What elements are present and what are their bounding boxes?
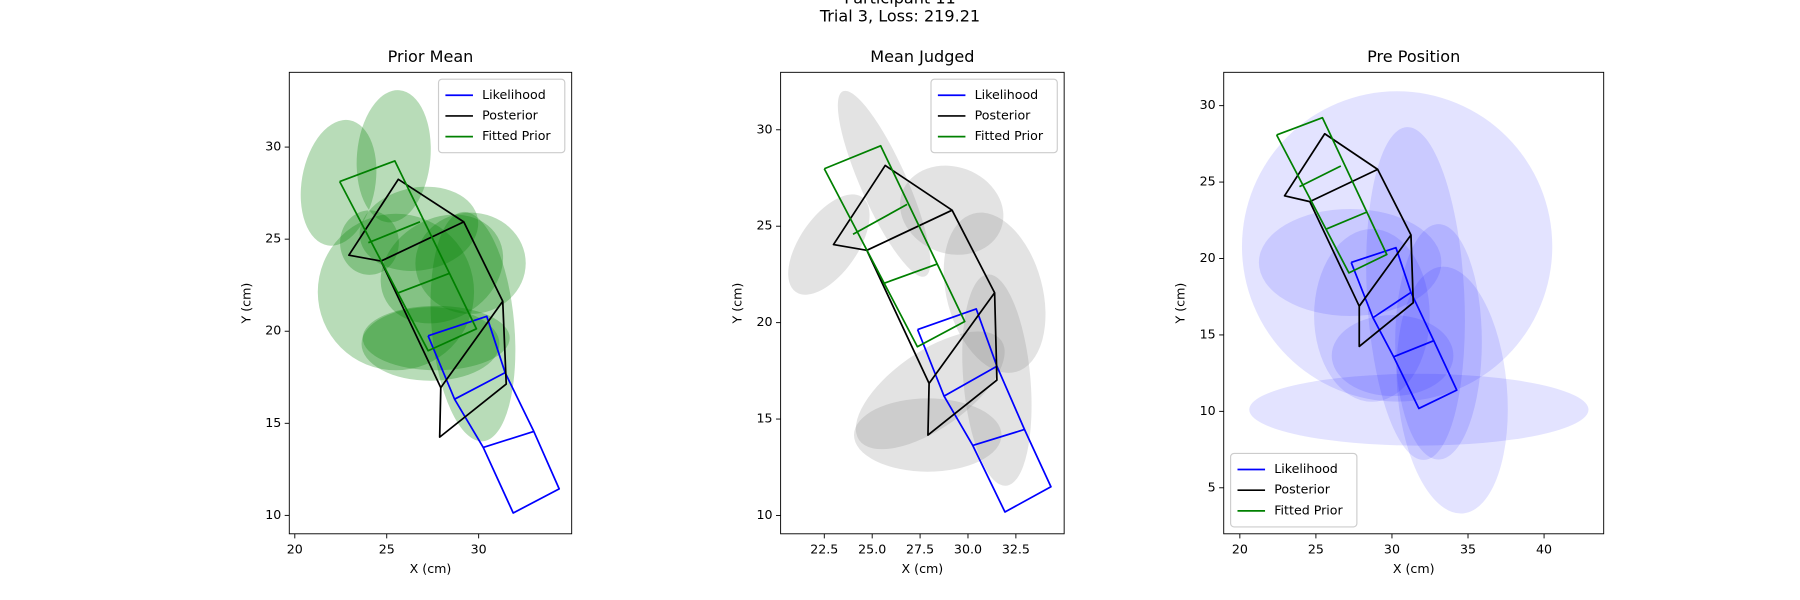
ellipse xyxy=(380,214,504,324)
legend-frame xyxy=(930,78,1058,154)
ellipse xyxy=(430,211,516,442)
axes-title: Mean Judged xyxy=(870,47,974,66)
legend-label: Likelihood xyxy=(1274,461,1338,476)
x-tick-label: 22.5 xyxy=(810,541,838,556)
y-tick-label: 20 xyxy=(1200,250,1216,265)
ellipse xyxy=(1366,127,1465,460)
y-tick-label: 25 xyxy=(1200,174,1216,189)
x-axis-label: X (cm) xyxy=(1393,561,1435,576)
y-tick-label: 15 xyxy=(757,411,773,426)
x-tick-label: 20 xyxy=(287,541,303,556)
ellipse xyxy=(1249,373,1589,446)
series-line xyxy=(832,164,998,436)
x-axis-label: X (cm) xyxy=(410,561,452,576)
y-axis-label: Y (cm) xyxy=(1173,283,1188,325)
legend-frame xyxy=(1230,452,1358,528)
y-tick-label: 10 xyxy=(265,507,281,522)
legend-label: Likelihood xyxy=(482,87,546,102)
axes-title: Prior Mean xyxy=(388,47,474,66)
x-tick-label: 25 xyxy=(379,541,395,556)
y-axis-label: Y (cm) xyxy=(238,283,253,325)
y-tick-label: 15 xyxy=(1200,326,1216,341)
ellipse xyxy=(415,212,526,314)
y-tick-label: 20 xyxy=(757,314,773,329)
series-line xyxy=(823,144,966,348)
y-tick-label: 5 xyxy=(1208,479,1216,494)
ellipse xyxy=(837,90,931,277)
ellipse xyxy=(1258,208,1442,316)
axes-title: Pre Position xyxy=(1367,47,1460,66)
plot-area xyxy=(300,90,561,514)
x-tick-label: 30.0 xyxy=(954,541,982,556)
ellipse xyxy=(361,307,500,381)
ellipse xyxy=(855,331,1005,450)
y-tick-label: 30 xyxy=(265,139,281,154)
legend-label: Fitted Prior xyxy=(1274,502,1343,517)
x-tick-label: 32.5 xyxy=(1002,541,1030,556)
x-tick-label: 30 xyxy=(1384,541,1400,556)
figure-title: Participant 11 xyxy=(844,0,956,7)
y-tick-label: 25 xyxy=(757,218,773,233)
ellipse xyxy=(359,186,479,271)
y-tick-label: 30 xyxy=(757,121,773,136)
legend-label: Posterior xyxy=(482,107,539,122)
legend-frame xyxy=(437,78,566,154)
series-line xyxy=(347,178,508,438)
x-tick-label: 25 xyxy=(1308,541,1324,556)
y-tick-label: 30 xyxy=(1200,97,1216,112)
plot-area xyxy=(1241,91,1589,514)
axes-frame xyxy=(780,71,1065,535)
legend: Likelihood Posterior Fitted Prior xyxy=(437,78,566,154)
axes: 20 25 30 10 15 20 25 30 Prior Mean X (cm) Y (cm) Li… xyxy=(238,47,573,576)
legend: Likelihood Posterior Fitted Prior xyxy=(1230,452,1358,528)
y-tick-label: 10 xyxy=(1200,403,1216,418)
y-tick-label: 10 xyxy=(757,507,773,522)
legend-label: Fitted Prior xyxy=(975,128,1044,143)
legend-label: Posterior xyxy=(975,107,1032,122)
y-tick-label: 20 xyxy=(265,323,281,338)
legend-label: Posterior xyxy=(1274,482,1331,497)
series-line xyxy=(1275,116,1388,274)
x-axis-label: X (cm) xyxy=(902,561,944,576)
x-tick-label: 35 xyxy=(1460,541,1476,556)
series-line xyxy=(427,315,561,514)
y-axis-label: Y (cm) xyxy=(730,283,745,325)
legend: Likelihood Posterior Fitted Prior xyxy=(930,78,1058,154)
y-tick-label: 15 xyxy=(265,415,281,430)
figure-subtitle: Trial 3, Loss: 219.21 xyxy=(819,7,980,26)
x-tick-label: 25.0 xyxy=(858,541,886,556)
ellipse xyxy=(1395,224,1482,460)
series-line xyxy=(916,308,1052,513)
series-line xyxy=(1283,132,1415,348)
ellipse xyxy=(1396,266,1508,514)
axes-frame xyxy=(1223,71,1605,535)
ellipse xyxy=(1241,91,1553,402)
legend-label: Likelihood xyxy=(975,87,1039,102)
legend-label: Fitted Prior xyxy=(482,128,551,143)
x-tick-label: 27.5 xyxy=(906,541,934,556)
axes: 20 25 30 35 40 5 10 15 20 25 30 Pre Position X (cm) Y… xyxy=(1173,47,1605,576)
axes-frame xyxy=(288,71,573,535)
series-line xyxy=(338,160,478,352)
plot-area xyxy=(788,90,1052,513)
y-tick-label: 25 xyxy=(265,231,281,246)
x-tick-label: 40 xyxy=(1536,541,1552,556)
x-tick-label: 30 xyxy=(471,541,487,556)
axes: 22.5 25.0 27.5 30.0 32.5 10 15 20 25 30 Mean Judge… xyxy=(730,47,1065,576)
x-tick-label: 20 xyxy=(1232,541,1248,556)
